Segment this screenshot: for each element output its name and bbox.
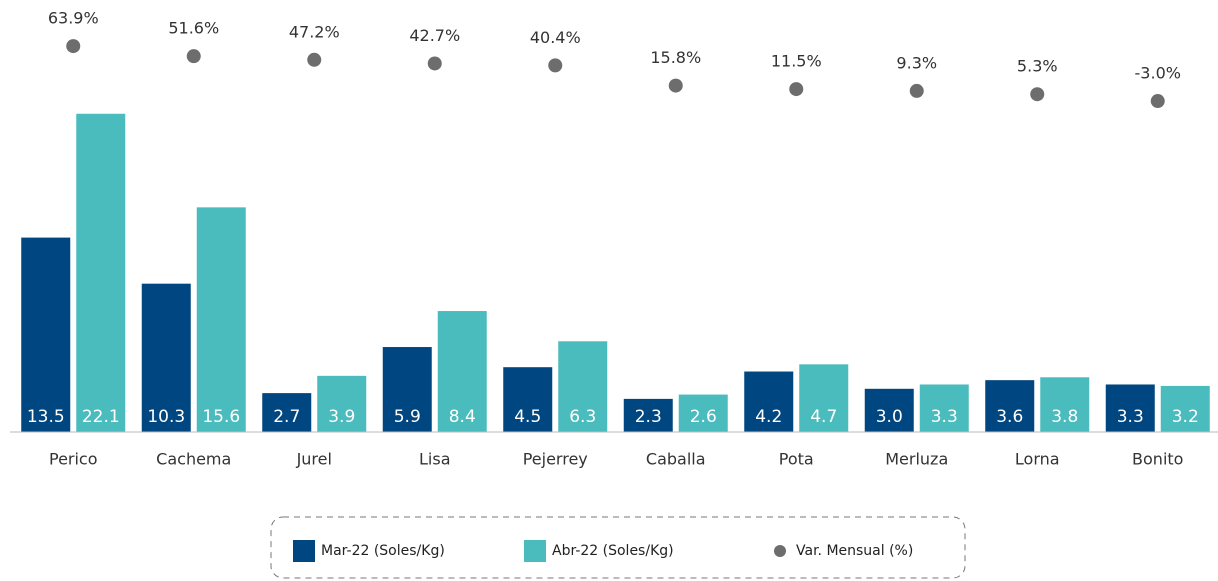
dot xyxy=(668,78,683,93)
bar-value-label: 3.6 xyxy=(996,407,1023,427)
bar-value-label: 4.2 xyxy=(755,407,782,427)
bar xyxy=(1105,384,1155,432)
bar-value-label: 13.5 xyxy=(27,407,65,427)
bar xyxy=(262,393,312,432)
dot-value-label: 40.4% xyxy=(530,28,581,47)
bar xyxy=(919,384,969,432)
bar xyxy=(623,398,673,432)
bar-value-label: 5.9 xyxy=(394,407,421,427)
x-tick-label: Lisa xyxy=(419,450,451,469)
dot-value-label: 47.2% xyxy=(289,22,340,41)
dot-value-label: 11.5% xyxy=(771,52,822,71)
bar-value-label: 4.7 xyxy=(810,407,837,427)
bar-value-label: 15.6 xyxy=(202,407,240,427)
x-tick-label: Caballa xyxy=(646,450,706,469)
x-tick-label: Pota xyxy=(779,450,814,469)
dot-value-label: 51.6% xyxy=(168,19,219,38)
bar xyxy=(799,364,849,432)
dot xyxy=(548,58,563,73)
bar xyxy=(985,380,1035,432)
bar xyxy=(76,113,126,432)
legend-label: Var. Mensual (%) xyxy=(796,543,913,559)
bar xyxy=(196,207,246,432)
x-tick-label: Merluza xyxy=(885,450,948,469)
bar-value-label: 3.3 xyxy=(1117,407,1144,427)
dot xyxy=(789,82,804,97)
dot xyxy=(186,49,201,64)
dot xyxy=(909,83,924,98)
legend-marker xyxy=(524,540,546,562)
bar xyxy=(317,375,367,432)
bar-value-label: 3.9 xyxy=(328,407,355,427)
x-tick-label: Bonito xyxy=(1132,450,1183,469)
bar xyxy=(1040,377,1090,432)
dot-value-label: 42.7% xyxy=(409,26,460,45)
bar-value-label: 3.2 xyxy=(1172,407,1199,427)
bar-value-label: 2.6 xyxy=(690,407,717,427)
dot xyxy=(1030,87,1045,102)
x-tick-label: Perico xyxy=(49,450,98,469)
x-tick-label: Lorna xyxy=(1015,450,1060,469)
bar xyxy=(1160,385,1210,432)
bar xyxy=(864,388,914,432)
bar xyxy=(21,237,71,432)
dot xyxy=(66,39,81,54)
dot xyxy=(307,52,322,67)
bar xyxy=(437,311,487,432)
legend-label: Abr-22 (Soles/Kg) xyxy=(552,543,674,559)
bar-value-label: 2.3 xyxy=(635,407,662,427)
legend-marker xyxy=(293,540,315,562)
bar xyxy=(744,371,794,432)
legend-label: Mar-22 (Soles/Kg) xyxy=(321,543,445,559)
bar xyxy=(141,283,191,432)
dot xyxy=(427,56,442,71)
x-tick-label: Cachema xyxy=(156,450,231,469)
bar-value-label: 4.5 xyxy=(514,407,541,427)
dot-value-label: 5.3% xyxy=(1017,57,1058,76)
dot-value-label: 15.8% xyxy=(650,48,701,67)
dot-value-label: 9.3% xyxy=(896,53,937,72)
legend-box xyxy=(270,516,966,579)
dot-value-label: -3.0% xyxy=(1135,64,1181,83)
x-tick-label: Pejerrey xyxy=(523,450,588,469)
bar-value-label: 3.0 xyxy=(876,407,903,427)
bar-value-label: 3.8 xyxy=(1051,407,1078,427)
x-tick-label: Jurel xyxy=(296,450,332,469)
bar-value-label: 6.3 xyxy=(569,407,596,427)
bar-value-label: 22.1 xyxy=(82,407,120,427)
bar-value-label: 8.4 xyxy=(449,407,476,427)
bar-value-label: 3.3 xyxy=(931,407,958,427)
dot-value-label: 63.9% xyxy=(48,9,99,28)
bar xyxy=(558,341,608,432)
bar xyxy=(678,394,728,432)
bar-value-label: 10.3 xyxy=(147,407,185,427)
bar xyxy=(382,347,432,432)
bar-value-label: 2.7 xyxy=(273,407,300,427)
dot xyxy=(1150,94,1165,109)
legend-marker xyxy=(774,545,786,557)
bar xyxy=(503,367,553,432)
